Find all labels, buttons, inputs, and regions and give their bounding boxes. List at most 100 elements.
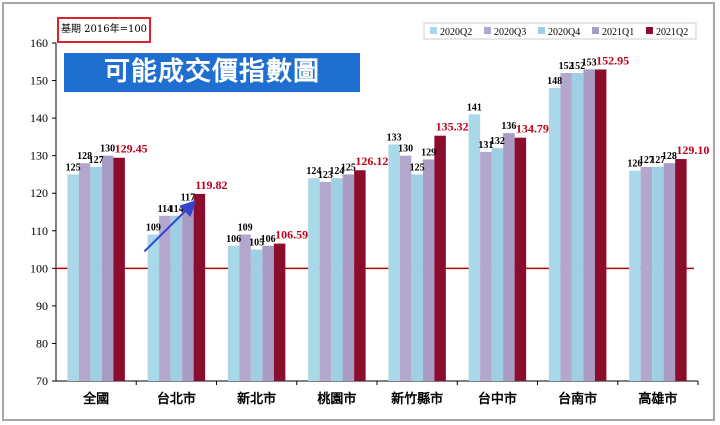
- data-label: 114: [169, 204, 183, 215]
- bar: [90, 166, 102, 381]
- bar: [491, 148, 504, 381]
- data-label: 134.79: [516, 122, 549, 136]
- data-label: 152: [570, 61, 585, 72]
- bar: [663, 163, 676, 381]
- base-period-note: 基期 2016年=100: [57, 17, 151, 43]
- bar: [193, 193, 206, 381]
- data-label: 129: [421, 147, 436, 158]
- bar: [514, 137, 527, 381]
- bar: [182, 204, 194, 381]
- bar: [675, 159, 687, 381]
- bar: [388, 144, 400, 381]
- bar: [652, 166, 664, 381]
- data-label: 105: [249, 238, 264, 249]
- data-label: 117: [181, 192, 195, 203]
- chart-annotation: [143, 200, 197, 253]
- data-label: 128: [77, 151, 92, 162]
- legend-swatch: [646, 27, 653, 34]
- data-label: 123: [318, 170, 333, 181]
- data-label: 126.12: [355, 154, 388, 168]
- data-label: 106.59: [275, 228, 308, 242]
- bar: [503, 133, 515, 381]
- chart-bars: [67, 69, 687, 382]
- legend-label: 2021Q1: [602, 27, 634, 38]
- bar: [399, 155, 412, 381]
- data-label: 129.45: [115, 142, 148, 156]
- bar: [548, 88, 561, 382]
- bar: [411, 174, 423, 381]
- x-tick-label: 桃園市: [317, 391, 356, 407]
- data-label: 136: [501, 121, 516, 132]
- y-tick-label: 150: [30, 74, 48, 88]
- legend-swatch: [592, 27, 599, 34]
- bar: [480, 151, 492, 381]
- bar: [640, 166, 653, 381]
- bar: [170, 215, 183, 381]
- bar: [78, 163, 91, 381]
- x-tick-label: 台北市: [157, 391, 196, 407]
- bar: [67, 174, 79, 381]
- bar: [354, 170, 366, 381]
- data-label: 109: [238, 223, 253, 234]
- legend-swatch: [430, 27, 437, 34]
- x-tick-label: 台南市: [558, 391, 597, 407]
- data-label: 125: [410, 162, 425, 173]
- bar: [101, 155, 114, 381]
- y-tick-label: 140: [30, 111, 48, 125]
- bar: [273, 243, 286, 381]
- data-label: 152: [559, 61, 574, 72]
- legend-label: 2020Q2: [440, 27, 472, 38]
- x-tick-label: 台中市: [478, 391, 517, 407]
- y-tick-label: 80: [36, 336, 48, 350]
- x-tick-label: 新北市: [237, 391, 276, 407]
- data-label: 132: [490, 136, 505, 147]
- data-label: 152.95: [596, 53, 629, 67]
- bar: [227, 245, 240, 381]
- data-label: 127: [89, 155, 104, 166]
- bar: [583, 69, 595, 382]
- bar: [250, 249, 263, 381]
- legend-label: 2020Q3: [494, 27, 526, 38]
- chart-legend: 2020Q2 2020Q3 2020Q4 2021Q1 2021Q2: [423, 22, 697, 40]
- trend-arrow: [143, 200, 197, 253]
- y-tick-label: 100: [30, 261, 48, 275]
- data-label: 124: [306, 166, 321, 177]
- data-label: 106: [261, 234, 276, 245]
- bar: [571, 73, 584, 382]
- bar: [629, 170, 641, 381]
- legend-label: 2021Q2: [656, 27, 688, 38]
- bar: [331, 178, 343, 381]
- legend-label: 2020Q4: [548, 27, 580, 38]
- data-label: 109: [146, 223, 161, 234]
- data-label: 126: [627, 159, 642, 170]
- data-label: 141: [467, 102, 482, 113]
- y-tick-label: 130: [30, 149, 48, 163]
- data-label: 106: [226, 234, 241, 245]
- legend-swatch: [484, 27, 491, 34]
- y-tick-label: 70: [36, 374, 48, 388]
- data-label: 128: [662, 151, 677, 162]
- bar: [342, 174, 355, 381]
- bar: [262, 245, 274, 381]
- data-label: 153: [582, 57, 597, 68]
- y-tick-label: 110: [30, 224, 48, 238]
- data-label: 125: [66, 162, 81, 173]
- data-label: 114: [158, 204, 172, 215]
- chart-title: 可能成交價指數圖: [64, 53, 360, 92]
- bar: [319, 181, 332, 381]
- bar: [560, 73, 572, 382]
- data-label: 135.32: [436, 120, 469, 134]
- legend-swatch: [538, 27, 545, 34]
- x-tick-label: 新竹縣市: [391, 391, 443, 407]
- bar: [159, 215, 171, 381]
- bar: [468, 114, 481, 381]
- bar: [594, 69, 607, 381]
- data-label: 129.10: [676, 143, 709, 157]
- bar: [422, 159, 435, 381]
- data-label: 148: [547, 76, 562, 87]
- data-label: 125: [341, 162, 356, 173]
- x-tick-label: 全國: [82, 391, 109, 407]
- bar: [434, 135, 446, 381]
